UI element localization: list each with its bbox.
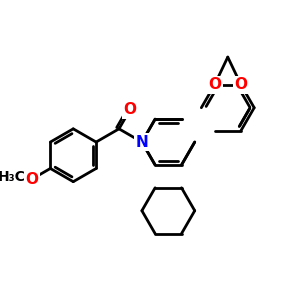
Text: O: O: [208, 77, 221, 92]
Text: H₃C: H₃C: [0, 170, 26, 184]
Text: O: O: [124, 102, 137, 117]
Text: O: O: [235, 77, 248, 92]
Text: N: N: [136, 134, 148, 149]
Text: O: O: [26, 172, 38, 187]
